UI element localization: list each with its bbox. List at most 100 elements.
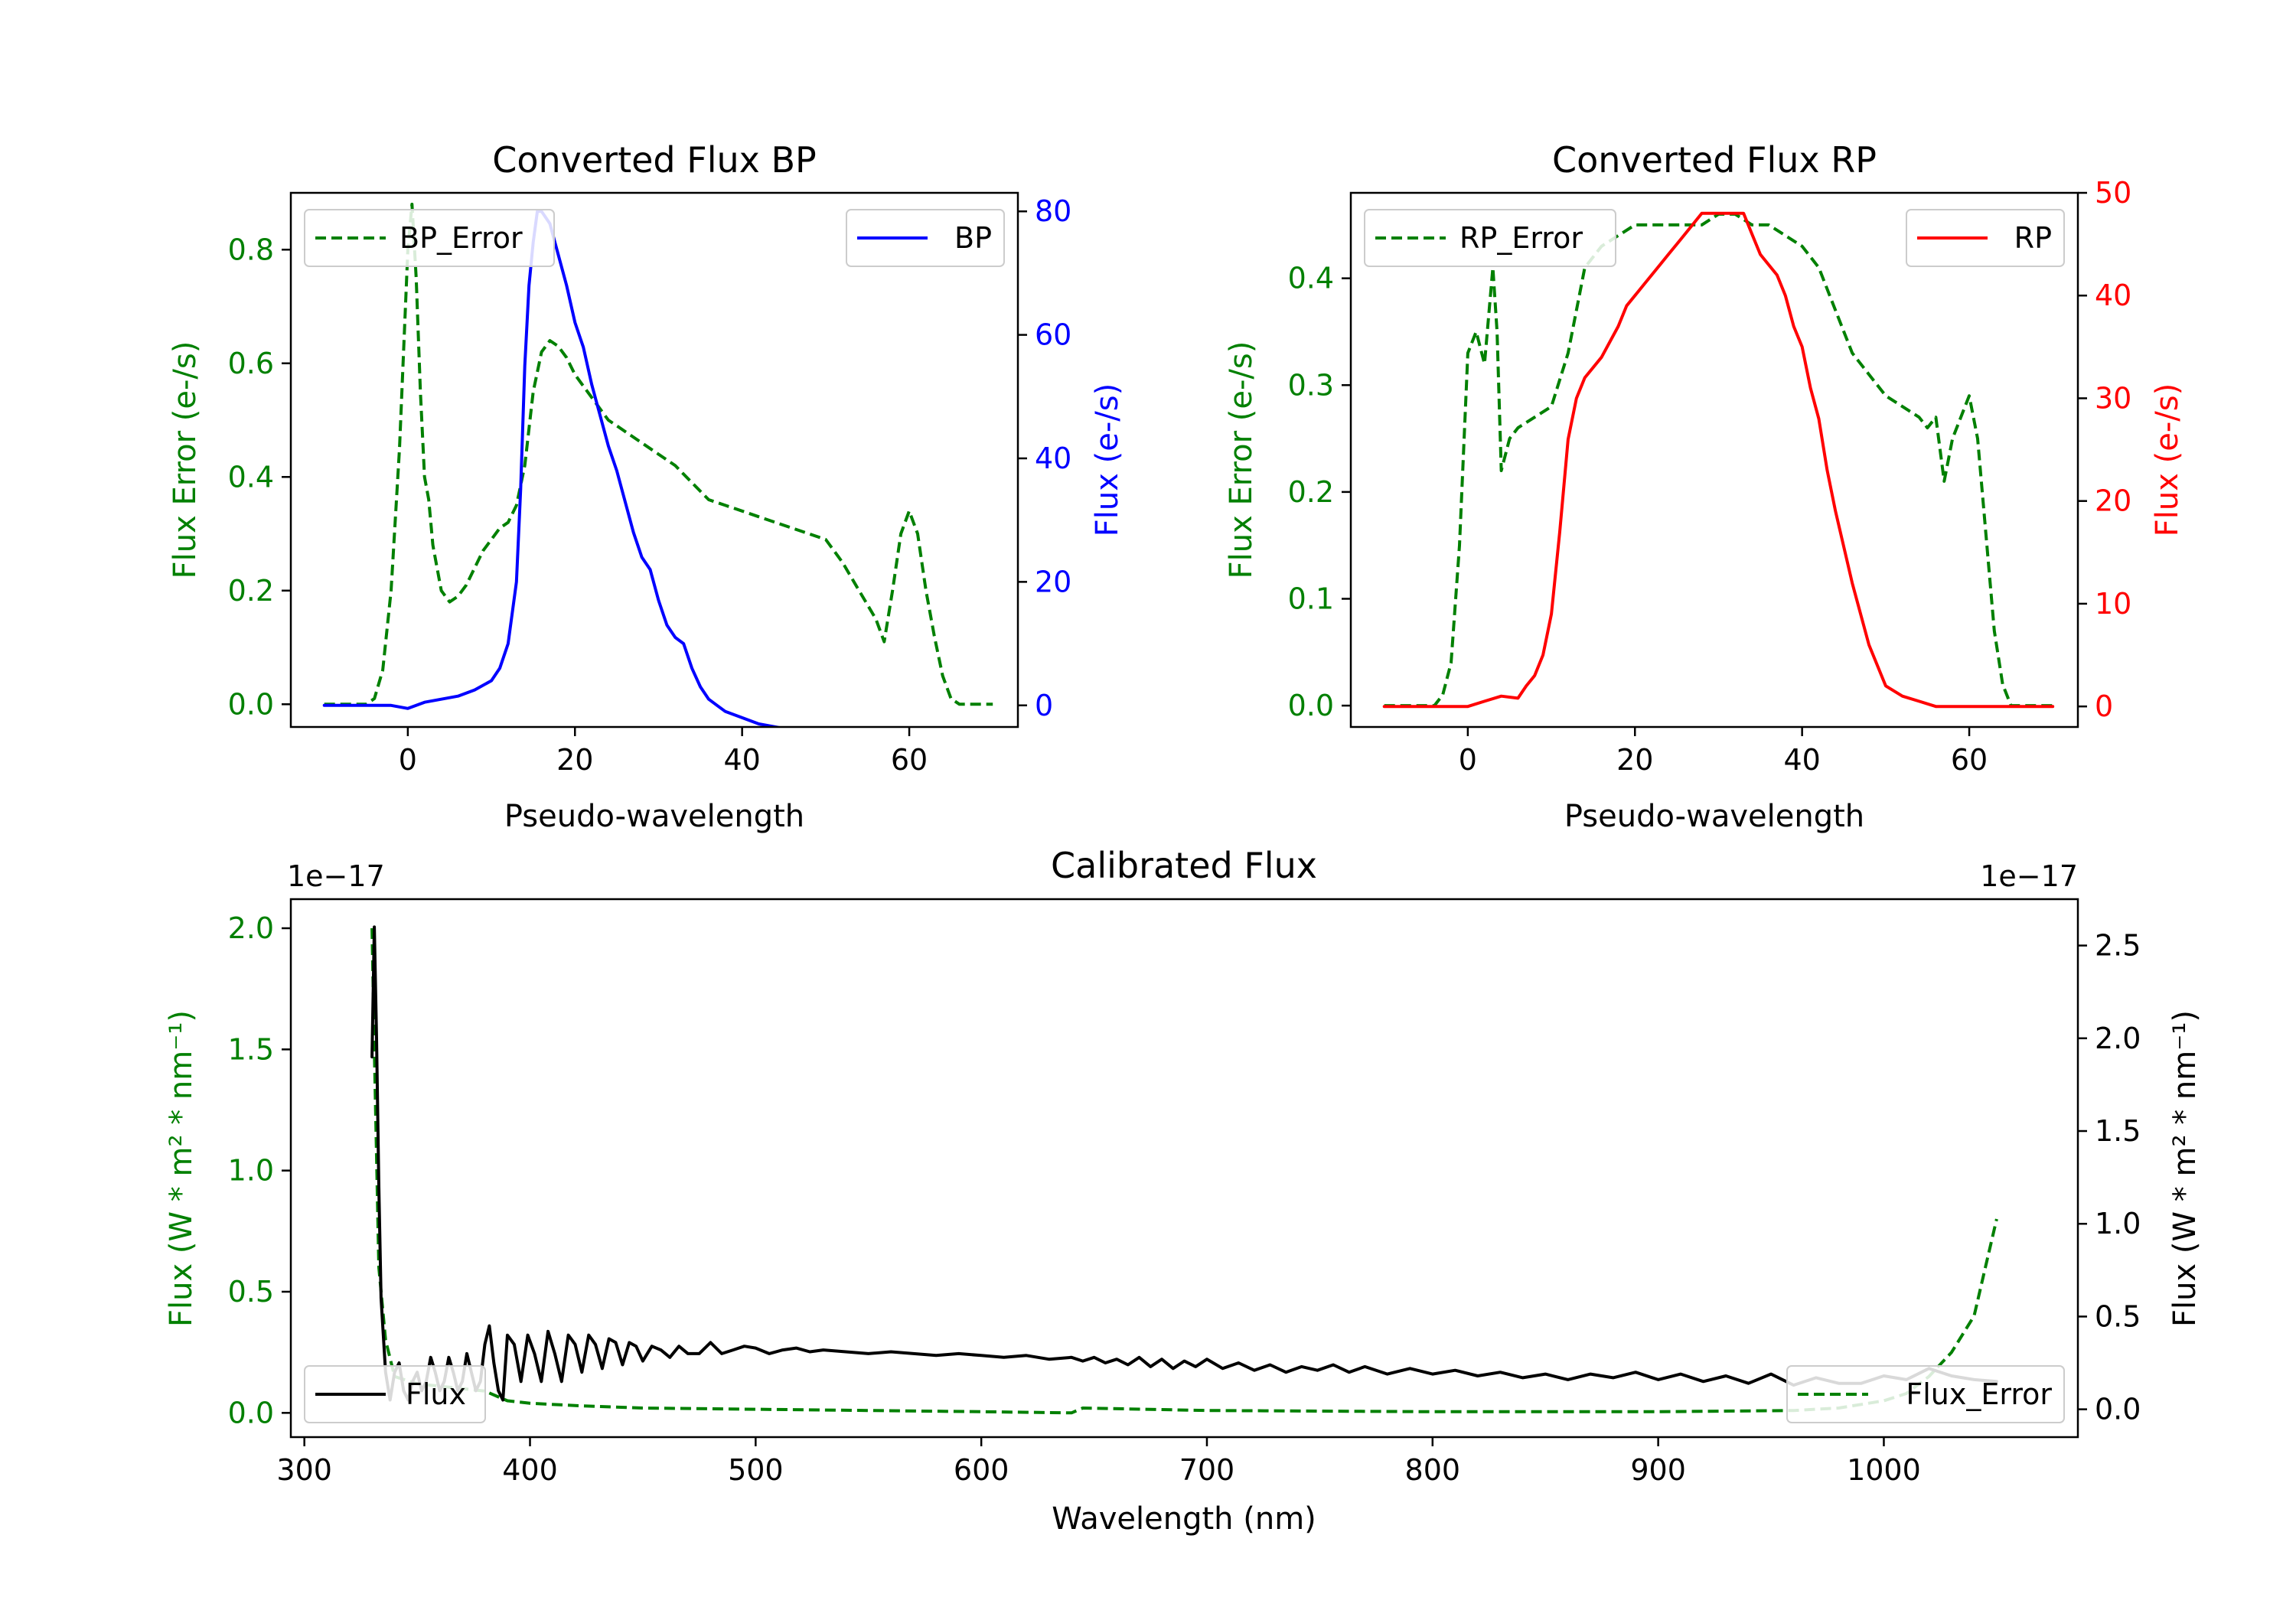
cal-offset-right: 1e−17 bbox=[1980, 859, 2078, 893]
cal-x-ticks: 300 400 500 600 700 800 900 1000 bbox=[276, 1437, 1921, 1487]
cal-y-ticks-left: 0.0 0.5 1.0 1.5 2.0 bbox=[228, 911, 291, 1429]
rp-x-axis-label: Pseudo-wavelength bbox=[1564, 799, 1864, 834]
bp-y-right-tick-label: 0 bbox=[1035, 689, 1053, 722]
bp-y-right-tick-label: 20 bbox=[1035, 565, 1071, 598]
cal-y-right-tick-label: 1.0 bbox=[2095, 1207, 2141, 1240]
cal-x-tick-label: 700 bbox=[1179, 1453, 1235, 1487]
rp-x-tick-label: 40 bbox=[1783, 743, 1820, 777]
bp-legend-error-label: BP_Error bbox=[400, 221, 523, 255]
cal-legend-error-label: Flux_Error bbox=[1906, 1377, 2052, 1411]
rp-series-rp bbox=[1382, 211, 2055, 709]
rp-y-ticks-left: 0.0 0.1 0.2 0.3 0.4 bbox=[1288, 262, 1351, 722]
cal-y-right-tick-label: 1.5 bbox=[2095, 1114, 2141, 1148]
rp-y-left-tick-label: 0.3 bbox=[1288, 368, 1334, 402]
bp-y-left-tick-label: 0.6 bbox=[228, 347, 274, 380]
cal-y-axis-label-right: Flux (W * m² * nm⁻¹) bbox=[2167, 1010, 2203, 1327]
rp-y-right-tick-label: 0 bbox=[2095, 689, 2113, 723]
cal-x-tick-label: 1000 bbox=[1847, 1453, 1921, 1487]
bp-x-tick-label: 40 bbox=[723, 743, 760, 777]
cal-x-tick-label: 300 bbox=[276, 1453, 332, 1487]
cal-y-right-tick-label: 2.5 bbox=[2095, 929, 2141, 963]
rp-y-axis-label-right: Flux (e-/s) bbox=[2150, 383, 2185, 536]
bp-x-axis-label: Pseudo-wavelength bbox=[504, 799, 804, 834]
bp-legend-flux: BP bbox=[846, 209, 1005, 267]
cal-x-tick-label: 400 bbox=[502, 1453, 558, 1487]
cal-offset-left: 1e−17 bbox=[287, 859, 385, 893]
cal-y-right-tick-label: 0.5 bbox=[2095, 1299, 2141, 1333]
bp-x-tick-label: 20 bbox=[556, 743, 593, 777]
panel-converted-flux-rp: Converted Flux RP 0 20 40 60 0.00.10.20.30.… bbox=[1224, 139, 2185, 834]
cal-legend-error-box bbox=[1786, 1365, 2065, 1423]
cal-y-left-tick-label: 0.5 bbox=[228, 1275, 274, 1309]
bp-series-bp-error bbox=[324, 202, 993, 706]
cal-legend-error: Flux_Error bbox=[1786, 1365, 2065, 1423]
rp-legend-flux-label: RP bbox=[2014, 221, 2052, 255]
rp-x-tick-label: 20 bbox=[1616, 743, 1653, 777]
bp-x-tick-label: 0 bbox=[399, 743, 417, 777]
rp-x-tick-label: 60 bbox=[1951, 743, 1988, 777]
cal-y-ticks-right: 0.0 0.5 1.0 1.5 2.0 2.5 bbox=[2078, 929, 2141, 1426]
cal-axes-frame bbox=[289, 898, 2079, 1439]
rp-legend-error: RP_Error bbox=[1364, 209, 1616, 267]
bp-y-right-tick-label: 60 bbox=[1035, 318, 1071, 352]
rp-y-right-tick-label: 30 bbox=[2095, 381, 2131, 415]
panel-converted-flux-bp: Converted Flux BP 0 20 40 60 0.00.20.40.60.… bbox=[168, 139, 1125, 834]
bp-x-tick-label: 60 bbox=[891, 743, 928, 777]
rp-legend-flux: RP bbox=[1906, 209, 2065, 267]
rp-y-left-tick-label: 0.0 bbox=[1288, 689, 1334, 722]
bp-legend-error: BP_Error bbox=[304, 209, 555, 267]
rp-y-right-tick-label: 50 bbox=[2095, 176, 2131, 210]
bp-x-ticks: 0 20 40 60 bbox=[399, 727, 928, 777]
cal-y-left-tick-label: 0.0 bbox=[228, 1396, 274, 1429]
bp-y-ticks-left: 0.0 0.2 0.4 0.6 0.8 bbox=[228, 233, 291, 721]
bp-y-right-tick-label: 80 bbox=[1035, 194, 1071, 228]
bp-y-left-tick-label: 0.4 bbox=[228, 460, 274, 494]
cal-y-left-tick-label: 2.0 bbox=[228, 911, 274, 945]
bp-axes-frame bbox=[289, 191, 1019, 729]
rp-y-right-tick-label: 10 bbox=[2095, 587, 2131, 621]
rp-y-right-tick-label: 40 bbox=[2095, 279, 2131, 312]
rp-title: Converted Flux RP bbox=[1552, 139, 1877, 181]
cal-legend-flux: Flux bbox=[304, 1365, 486, 1423]
bp-y-axis-label-left: Flux Error (e-/s) bbox=[168, 341, 203, 579]
bp-y-left-tick-label: 0.8 bbox=[228, 233, 274, 266]
bp-title: Converted Flux BP bbox=[492, 139, 817, 181]
cal-legend-flux-label: Flux bbox=[406, 1377, 466, 1411]
cal-title: Calibrated Flux bbox=[1051, 845, 1317, 886]
rp-series-rp-error bbox=[1384, 212, 2053, 708]
bp-legend-flux-label: BP bbox=[954, 221, 992, 255]
cal-y-right-tick-label: 0.0 bbox=[2095, 1393, 2141, 1426]
rp-y-left-tick-label: 0.2 bbox=[1288, 475, 1334, 509]
cal-x-tick-label: 600 bbox=[954, 1453, 1009, 1487]
bp-y-left-tick-label: 0.0 bbox=[228, 687, 274, 721]
rp-y-axis-label-left: Flux Error (e-/s) bbox=[1224, 341, 1259, 579]
bp-legend-error-box bbox=[304, 209, 555, 267]
cal-x-tick-label: 800 bbox=[1405, 1453, 1461, 1487]
cal-x-axis-label: Wavelength (nm) bbox=[1052, 1501, 1316, 1537]
cal-y-left-tick-label: 1.5 bbox=[228, 1032, 274, 1066]
bp-y-axis-label-right: Flux (e-/s) bbox=[1090, 383, 1125, 536]
bp-y-left-tick-label: 0.2 bbox=[228, 574, 274, 608]
rp-x-tick-label: 0 bbox=[1459, 743, 1477, 777]
cal-x-tick-label: 900 bbox=[1630, 1453, 1686, 1487]
bp-y-right-tick-label: 40 bbox=[1035, 442, 1071, 475]
bp-plot-area bbox=[322, 202, 993, 727]
cal-y-left-tick-label: 1.0 bbox=[228, 1154, 274, 1188]
rp-x-ticks: 0 20 40 60 bbox=[1459, 727, 1988, 777]
cal-legend-flux-box bbox=[304, 1365, 486, 1423]
cal-y-axis-label-left: Flux (W * m² * nm⁻¹) bbox=[164, 1010, 199, 1327]
rp-y-right-tick-label: 20 bbox=[2095, 484, 2131, 518]
rp-legend-error-label: RP_Error bbox=[1459, 221, 1583, 255]
rp-y-left-tick-label: 0.4 bbox=[1288, 262, 1334, 295]
rp-y-ticks-right: 0 10 20 30 40 50 bbox=[2078, 176, 2131, 723]
rp-y-left-tick-label: 0.1 bbox=[1288, 582, 1334, 615]
bp-series-bp bbox=[322, 210, 784, 727]
cal-y-right-tick-label: 2.0 bbox=[2095, 1022, 2141, 1055]
panel-calibrated-flux: Calibrated Flux 1e−17 1e−17 300 400 500 600… bbox=[164, 845, 2203, 1537]
rp-legend-error-box bbox=[1364, 209, 1616, 267]
bp-y-ticks-right: 0 20 40 60 80 bbox=[1018, 194, 1071, 722]
rp-plot-area bbox=[1382, 211, 2055, 709]
rp-axes-frame bbox=[1349, 191, 2079, 729]
cal-x-tick-label: 500 bbox=[728, 1453, 784, 1487]
